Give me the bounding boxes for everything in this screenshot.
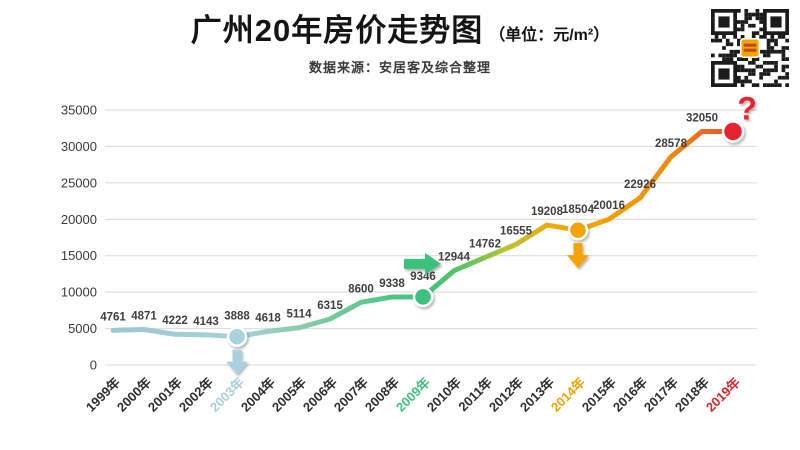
data-point-label: 14762 — [469, 238, 501, 250]
point-marker-circle — [567, 219, 589, 241]
point-marker-circle — [226, 326, 248, 347]
y-tick-label: 10000 — [61, 285, 97, 300]
data-point-label: 5114 — [287, 309, 313, 321]
price-trend-line-chart: 050001000015000200002500030000350001999年… — [61, 90, 757, 415]
y-tick-label: 35000 — [61, 103, 97, 118]
data-point-label: 22926 — [624, 179, 656, 191]
y-tick-label: 20000 — [61, 212, 97, 227]
down-arrow-icon — [226, 349, 248, 375]
marker-2009年 — [404, 252, 441, 308]
y-tick-label: 5000 — [68, 321, 97, 336]
chart-area: 0 5000 10000 15000 20000 25000 30000 35000 1999年… — [0, 90, 800, 450]
chart-header: 广州20年房价走势图 （单位：元/m²） 数据来源：安居客及综合整理 — [0, 0, 800, 76]
data-point-label: 4761 — [100, 311, 126, 323]
data-point-label: 4143 — [193, 316, 219, 328]
title-unit: （单位：元/m²） — [489, 27, 610, 45]
marker-2014年 — [567, 219, 589, 269]
data-point-label: 16555 — [500, 225, 533, 237]
data-point-label: 4618 — [255, 312, 281, 324]
question-mark-label: ? — [737, 95, 757, 126]
title-row: 广州20年房价走势图 （单位：元/m²） — [0, 13, 800, 48]
x-tick-label: 2019年 — [703, 375, 743, 415]
data-point-label: 8600 — [348, 283, 374, 295]
data-point-label: 32050 — [686, 112, 718, 124]
x-tick-label: 2010年 — [424, 375, 464, 415]
y-tick-label: 25000 — [61, 175, 97, 190]
data-point-label: 4871 — [131, 311, 157, 323]
page-title: 广州20年房价走势图 — [190, 13, 484, 48]
data-point-label: 3888 — [224, 311, 250, 323]
data-point-label: 20016 — [593, 200, 625, 212]
data-point-label: 12944 — [438, 252, 471, 264]
data-source-subtitle: 数据来源：安居客及综合整理 — [308, 60, 491, 76]
marker-2019年: ? — [721, 90, 757, 143]
right-arrow-icon — [404, 252, 441, 275]
y-tick-label: 0 — [90, 358, 97, 373]
data-point-label: 28578 — [655, 138, 688, 150]
marker-2003年 — [226, 326, 248, 375]
data-point-label: 18504 — [562, 204, 595, 216]
y-tick-label: 15000 — [61, 248, 97, 263]
data-point-label: 19208 — [531, 206, 564, 218]
data-point-label: 6315 — [317, 300, 343, 312]
data-point-label: 9338 — [379, 278, 405, 290]
point-marker-circle — [412, 286, 434, 308]
down-arrow-icon — [567, 243, 589, 269]
data-point-label: 9346 — [410, 271, 436, 283]
data-point-label: 4222 — [162, 315, 188, 327]
qr-center-logo — [739, 37, 761, 59]
point-marker-circle — [721, 120, 745, 143]
qr-code-icon — [711, 9, 789, 87]
y-tick-label: 30000 — [61, 139, 97, 154]
